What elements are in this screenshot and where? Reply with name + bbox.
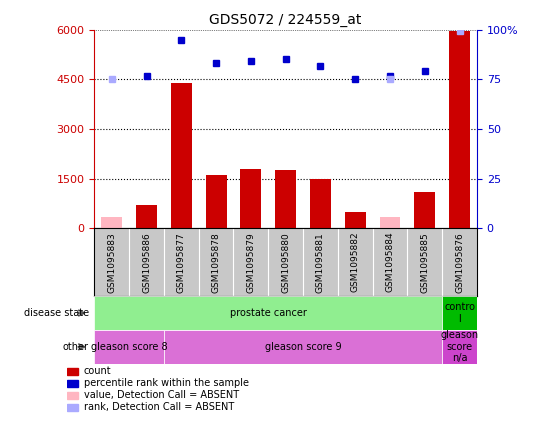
Text: GSM1095880: GSM1095880 (281, 232, 290, 293)
Text: GSM1095877: GSM1095877 (177, 232, 186, 293)
Bar (449, 31, 470, 228)
Bar (67, 392, 78, 399)
Bar (240, 169, 261, 228)
Bar (275, 170, 296, 228)
Bar (67, 368, 78, 375)
Text: GSM1095881: GSM1095881 (316, 232, 325, 293)
Text: GSM1095876: GSM1095876 (455, 232, 464, 293)
Bar (345, 212, 365, 228)
Bar (442, 296, 477, 330)
Text: GSM1095883: GSM1095883 (107, 232, 116, 293)
Bar (414, 192, 436, 228)
Bar (310, 179, 331, 228)
Text: GSM1095879: GSM1095879 (246, 232, 255, 293)
Text: contro
l: contro l (444, 302, 475, 324)
Bar (136, 205, 157, 228)
Bar (67, 380, 78, 387)
Bar (94, 330, 164, 364)
Bar (164, 330, 442, 364)
Text: prostate cancer: prostate cancer (230, 308, 307, 318)
Text: GSM1095884: GSM1095884 (385, 232, 395, 292)
Text: value, Detection Call = ABSENT: value, Detection Call = ABSENT (84, 390, 239, 401)
Text: GSM1095878: GSM1095878 (212, 232, 220, 293)
Bar (379, 217, 400, 228)
Bar (101, 217, 122, 228)
Bar (206, 176, 226, 228)
Text: rank, Detection Call = ABSENT: rank, Detection Call = ABSENT (84, 403, 234, 412)
Text: gleason
score
n/a: gleason score n/a (440, 330, 479, 363)
Text: count: count (84, 366, 112, 376)
Bar (171, 82, 192, 228)
Text: percentile rank within the sample: percentile rank within the sample (84, 378, 249, 388)
Text: gleason score 9: gleason score 9 (265, 342, 341, 352)
Text: GSM1095882: GSM1095882 (351, 232, 360, 292)
Bar (442, 330, 477, 364)
Text: GSM1095885: GSM1095885 (420, 232, 430, 293)
Text: GSM1095886: GSM1095886 (142, 232, 151, 293)
Bar (67, 404, 78, 411)
Text: other: other (63, 342, 89, 352)
Title: GDS5072 / 224559_at: GDS5072 / 224559_at (210, 13, 362, 27)
Text: gleason score 8: gleason score 8 (91, 342, 168, 352)
Text: disease state: disease state (24, 308, 89, 318)
